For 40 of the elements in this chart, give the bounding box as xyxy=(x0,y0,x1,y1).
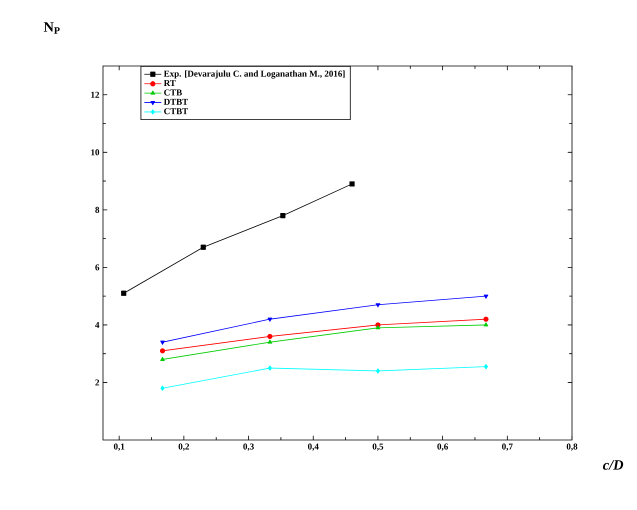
legend-label: RT xyxy=(164,80,176,86)
point xyxy=(349,181,355,187)
point xyxy=(200,244,206,250)
point xyxy=(280,213,286,218)
y-tick-label: 4 xyxy=(95,322,100,328)
x-tick-label: 0,1 xyxy=(114,444,124,451)
point xyxy=(160,340,165,345)
x-tick-label: 0,3 xyxy=(243,444,254,451)
x-tick-label: 0,8 xyxy=(566,444,578,451)
legend-label: DTBT xyxy=(164,98,188,105)
point xyxy=(376,368,380,374)
y-tick-label: 12 xyxy=(91,92,100,98)
point xyxy=(484,322,488,326)
point xyxy=(484,364,488,370)
point xyxy=(160,386,165,391)
x-axis-title: c/D xyxy=(602,460,624,470)
point xyxy=(376,325,380,330)
y-axis-title: N$_{P}$ xyxy=(44,22,60,34)
point xyxy=(121,290,126,296)
point xyxy=(484,294,488,299)
point xyxy=(483,316,489,322)
x-tick-label: 0,7 xyxy=(502,444,513,451)
y-tick-label: 6 xyxy=(95,264,100,270)
y-tick-label: 8 xyxy=(95,206,100,213)
x-tick-label: 0,6 xyxy=(437,444,448,451)
point xyxy=(268,340,272,344)
point xyxy=(160,348,166,354)
y-tick-label: 2 xyxy=(95,379,100,386)
x-tick-label: 0,2 xyxy=(178,444,190,451)
point xyxy=(376,303,380,308)
x-tick-label: 0,5 xyxy=(372,444,384,451)
legend-label: CTBT xyxy=(164,108,188,114)
point xyxy=(268,318,272,322)
point xyxy=(267,334,272,340)
point xyxy=(268,365,272,371)
legend-label: CTB xyxy=(164,89,182,96)
x-tick-label: 0,4 xyxy=(308,444,319,451)
point xyxy=(160,356,165,361)
legend-label: Exp. [Devarajulu C. and Loganathan M., 2016] xyxy=(164,70,345,79)
y-tick-label: 10 xyxy=(91,149,100,156)
